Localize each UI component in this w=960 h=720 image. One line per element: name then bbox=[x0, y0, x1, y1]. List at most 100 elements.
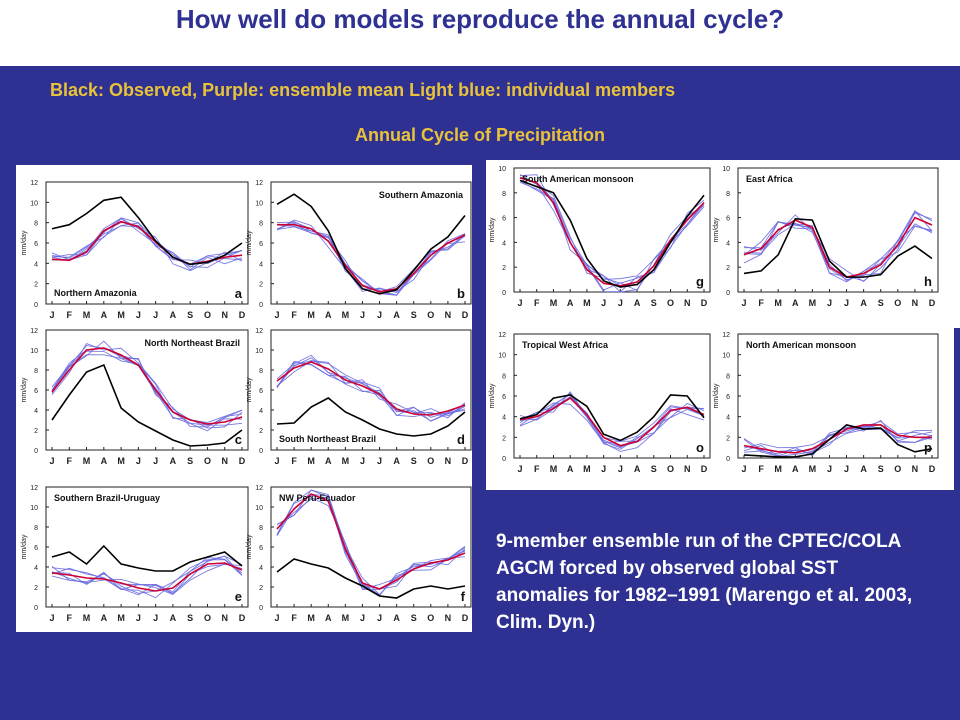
x-tick-label: S bbox=[651, 298, 657, 308]
y-tick-label: 8 bbox=[502, 373, 506, 380]
y-tick-label: 0 bbox=[34, 302, 38, 309]
x-tick-label: J bbox=[618, 464, 623, 474]
y-tick-label: 10 bbox=[498, 353, 506, 360]
figure-title: Annual Cycle of Precipitation bbox=[354, 125, 606, 145]
y-tick-label: 8 bbox=[726, 191, 730, 198]
x-tick-label: J bbox=[136, 613, 141, 623]
y-tick-label: 0 bbox=[726, 456, 730, 463]
y-tick-label: 6 bbox=[34, 545, 38, 552]
y-tick-label: 8 bbox=[259, 525, 263, 532]
x-tick-label: A bbox=[860, 298, 867, 308]
x-tick-label: A bbox=[393, 456, 400, 466]
y-tick-label: 2 bbox=[259, 282, 263, 289]
x-tick-label: F bbox=[67, 456, 73, 466]
y-tick-label: 8 bbox=[502, 191, 506, 198]
y-tick-label: 10 bbox=[722, 166, 730, 173]
x-tick-label: M bbox=[809, 464, 817, 474]
y-tick-label: 0 bbox=[259, 448, 263, 455]
member-line bbox=[743, 423, 933, 459]
y-tick-label: 12 bbox=[30, 485, 38, 492]
y-tick-label: 10 bbox=[30, 200, 38, 207]
y-tick-label: 10 bbox=[722, 353, 730, 360]
member-line bbox=[743, 223, 933, 278]
x-tick-label: M bbox=[307, 310, 315, 320]
panel-letter: d bbox=[457, 432, 465, 447]
x-tick-label: N bbox=[445, 310, 452, 320]
plot-frame bbox=[270, 181, 472, 305]
y-tick-label: 4 bbox=[726, 415, 730, 422]
region-label: South Northeast Brazil bbox=[279, 434, 376, 444]
x-tick-label: N bbox=[684, 298, 691, 308]
x-tick-label: J bbox=[618, 298, 623, 308]
y-tick-label: 8 bbox=[259, 368, 263, 375]
member-line bbox=[519, 176, 705, 293]
region-label: Southern Amazonia bbox=[379, 190, 464, 200]
x-tick-label: J bbox=[274, 456, 279, 466]
member-line bbox=[743, 220, 933, 283]
y-tick-label: 8 bbox=[34, 525, 38, 532]
page-title: How well do models reproduce the annual … bbox=[175, 4, 785, 34]
x-tick-label: M bbox=[550, 298, 558, 308]
x-tick-label: A bbox=[634, 464, 641, 474]
region-label: Southern Brazil-Uruguay bbox=[54, 493, 160, 503]
x-tick-label: S bbox=[187, 310, 193, 320]
x-tick-label: J bbox=[601, 464, 606, 474]
member-line bbox=[743, 428, 933, 457]
x-tick-label: F bbox=[291, 310, 297, 320]
y-tick-label: 10 bbox=[30, 348, 38, 355]
x-tick-label: O bbox=[427, 456, 434, 466]
y-tick-label: 2 bbox=[726, 265, 730, 272]
y-tick-label: 6 bbox=[259, 545, 263, 552]
member-line bbox=[51, 343, 243, 424]
x-tick-label: F bbox=[67, 310, 73, 320]
observed-line bbox=[51, 196, 243, 266]
x-tick-label: J bbox=[153, 456, 158, 466]
y-axis-label: mm/day bbox=[246, 230, 253, 255]
member-line bbox=[276, 357, 466, 422]
y-tick-label: 6 bbox=[34, 241, 38, 248]
y-tick-label: 6 bbox=[726, 394, 730, 401]
y-tick-label: 8 bbox=[259, 221, 263, 228]
region-label: NW Peru-Ecuador bbox=[279, 493, 356, 503]
x-tick-label: J bbox=[360, 310, 365, 320]
plot-frame bbox=[737, 333, 939, 459]
y-tick-label: 12 bbox=[722, 332, 730, 339]
x-tick-label: A bbox=[101, 456, 108, 466]
y-tick-label: 4 bbox=[259, 261, 263, 268]
x-tick-label: J bbox=[377, 456, 382, 466]
x-tick-label: D bbox=[701, 298, 708, 308]
x-tick-label: O bbox=[667, 464, 674, 474]
y-tick-label: 4 bbox=[726, 240, 730, 247]
x-tick-label: F bbox=[67, 613, 73, 623]
x-tick-label: M bbox=[774, 464, 782, 474]
x-tick-label: S bbox=[878, 298, 884, 308]
x-tick-label: M bbox=[117, 456, 125, 466]
y-tick-label: 2 bbox=[502, 435, 506, 442]
x-tick-label: D bbox=[929, 464, 936, 474]
x-tick-label: M bbox=[83, 310, 91, 320]
x-tick-label: M bbox=[583, 298, 591, 308]
member-line bbox=[276, 226, 466, 293]
x-tick-label: O bbox=[427, 310, 434, 320]
y-tick-label: 10 bbox=[255, 200, 263, 207]
y-tick-label: 4 bbox=[34, 408, 38, 415]
x-tick-label: J bbox=[360, 613, 365, 623]
x-tick-label: M bbox=[117, 310, 125, 320]
member-line bbox=[51, 225, 243, 265]
y-tick-label: 10 bbox=[498, 166, 506, 173]
x-tick-label: A bbox=[325, 456, 332, 466]
x-tick-label: D bbox=[462, 613, 469, 623]
y-tick-label: 2 bbox=[34, 282, 38, 289]
x-tick-label: J bbox=[827, 464, 832, 474]
y-tick-label: 6 bbox=[502, 394, 506, 401]
y-tick-label: 8 bbox=[726, 373, 730, 380]
x-tick-label: A bbox=[567, 298, 574, 308]
ensemble-mean-line bbox=[51, 562, 243, 592]
region-label: North Northeast Brazil bbox=[144, 338, 240, 348]
y-tick-label: 10 bbox=[255, 348, 263, 355]
x-tick-label: A bbox=[567, 464, 574, 474]
ensemble-mean-line bbox=[277, 223, 466, 293]
x-tick-label: M bbox=[307, 613, 315, 623]
